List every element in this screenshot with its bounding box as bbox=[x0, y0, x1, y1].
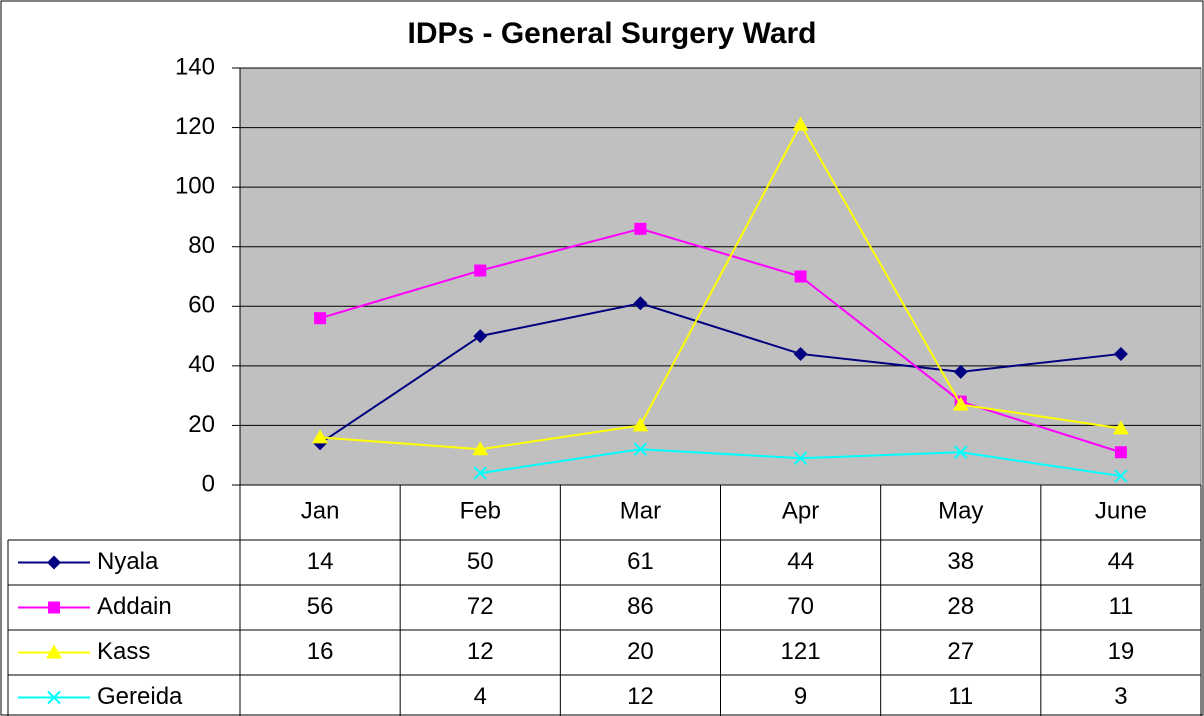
table-value: 3 bbox=[1114, 683, 1127, 710]
y-tick-label: 100 bbox=[175, 172, 215, 199]
table-value: 14 bbox=[307, 548, 334, 575]
marker bbox=[633, 442, 648, 456]
x-tick-label: Jan bbox=[301, 497, 340, 524]
marker bbox=[47, 555, 61, 570]
table-value: 27 bbox=[947, 638, 974, 665]
marker bbox=[793, 451, 808, 465]
legend-label: Addain bbox=[97, 593, 172, 620]
x-tick-label: Mar bbox=[620, 497, 661, 524]
marker bbox=[632, 417, 649, 432]
table-value: 61 bbox=[627, 548, 654, 575]
marker bbox=[473, 466, 487, 480]
legend-label: Gereida bbox=[97, 683, 183, 710]
x-tick-label: Apr bbox=[782, 497, 819, 524]
table-value: 38 bbox=[947, 548, 974, 575]
table-value: 12 bbox=[467, 638, 494, 665]
y-tick-label: 140 bbox=[175, 53, 215, 80]
y-tick-label: 40 bbox=[188, 351, 215, 378]
table-value: 11 bbox=[948, 683, 973, 710]
marker bbox=[473, 329, 488, 344]
series-line bbox=[319, 227, 1122, 454]
x-tick-label: Feb bbox=[460, 497, 501, 524]
marker bbox=[1114, 446, 1127, 459]
table-value: 11 bbox=[1108, 593, 1133, 620]
marker bbox=[634, 222, 647, 235]
marker bbox=[793, 346, 808, 361]
series-line bbox=[320, 122, 1122, 451]
table-value: 121 bbox=[781, 638, 821, 665]
legend-label: Kass bbox=[97, 638, 150, 665]
marker bbox=[953, 364, 968, 379]
y-tick-label: 0 bbox=[202, 470, 215, 497]
table-value: 44 bbox=[787, 548, 814, 575]
table-value: 20 bbox=[627, 638, 654, 665]
table-value: 56 bbox=[307, 593, 334, 620]
marker bbox=[47, 690, 61, 705]
table-value: 4 bbox=[474, 683, 487, 710]
marker bbox=[1114, 469, 1128, 483]
marker bbox=[312, 429, 329, 444]
marker bbox=[954, 445, 968, 459]
legend-label: Nyala bbox=[97, 548, 159, 575]
y-tick-label: 60 bbox=[188, 292, 215, 319]
y-tick-label: 80 bbox=[188, 232, 215, 259]
table-value: 16 bbox=[307, 638, 334, 665]
series-line bbox=[319, 302, 1122, 445]
y-tick-label: 20 bbox=[188, 411, 215, 438]
table-value: 70 bbox=[787, 593, 814, 620]
table-value: 9 bbox=[794, 683, 807, 710]
y-tick-label: 120 bbox=[175, 113, 215, 140]
marker bbox=[48, 601, 60, 614]
chart-title: IDPs - General Surgery Ward bbox=[407, 17, 816, 50]
marker bbox=[474, 264, 487, 277]
marker bbox=[794, 270, 807, 283]
table-value: 86 bbox=[627, 593, 654, 620]
table-value: 12 bbox=[627, 683, 654, 710]
table-value: 28 bbox=[947, 593, 974, 620]
table-value: 72 bbox=[467, 593, 494, 620]
marker bbox=[472, 441, 489, 456]
marker bbox=[46, 644, 62, 659]
table-value: 50 bbox=[467, 548, 494, 575]
marker bbox=[792, 116, 809, 131]
marker bbox=[314, 312, 327, 325]
x-tick-label: June bbox=[1095, 497, 1147, 524]
table-value: 19 bbox=[1108, 638, 1135, 665]
marker bbox=[1113, 346, 1128, 361]
x-tick-label: May bbox=[938, 497, 983, 524]
marker bbox=[952, 396, 969, 411]
marker bbox=[633, 296, 648, 311]
table-value: 44 bbox=[1108, 548, 1135, 575]
marker bbox=[1112, 420, 1129, 435]
